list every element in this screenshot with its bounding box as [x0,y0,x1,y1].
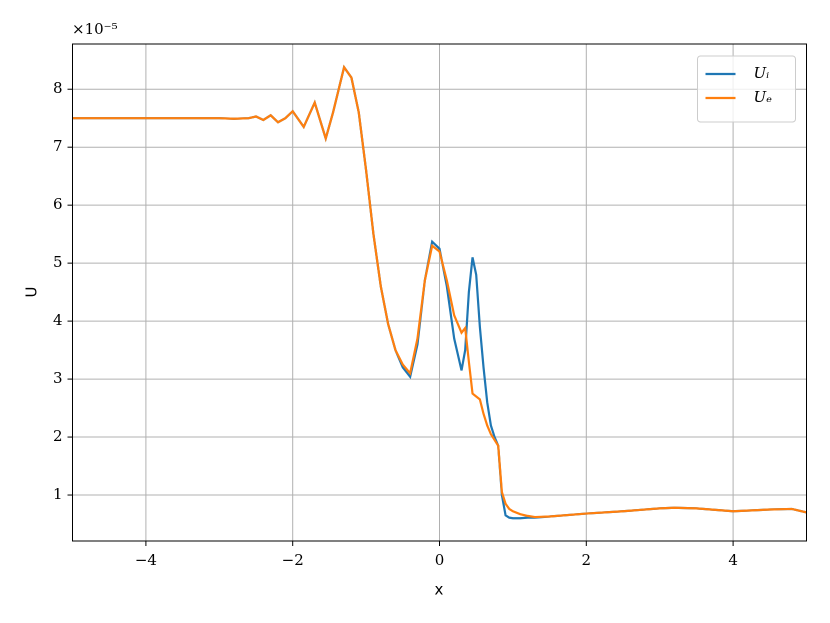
y-offset-label: ×10⁻⁵ [72,20,118,38]
y-axis-label: U [23,287,41,298]
x-tick-label: 2 [582,551,592,569]
y-tick-label: 2 [53,427,63,445]
y-tick-label: 3 [53,369,63,387]
x-axis-label: x [435,581,444,599]
x-tick-label: −4 [135,551,157,569]
x-tick-label: 0 [435,551,445,569]
y-tick-label: 8 [53,79,63,97]
axes-frame [72,43,807,542]
y-tick-label: 1 [53,485,63,503]
legend-label: Uₑ [754,88,773,106]
series-line [72,64,807,519]
legend-label: Uᵢ [754,64,770,82]
y-tick-label: 6 [53,195,63,213]
legend-box [697,55,796,123]
x-tick-label: −2 [282,551,304,569]
y-tick-label: 7 [53,137,63,155]
y-tick-label: 4 [53,311,63,329]
y-tick-label: 5 [53,253,63,271]
x-tick-label: 4 [728,551,738,569]
